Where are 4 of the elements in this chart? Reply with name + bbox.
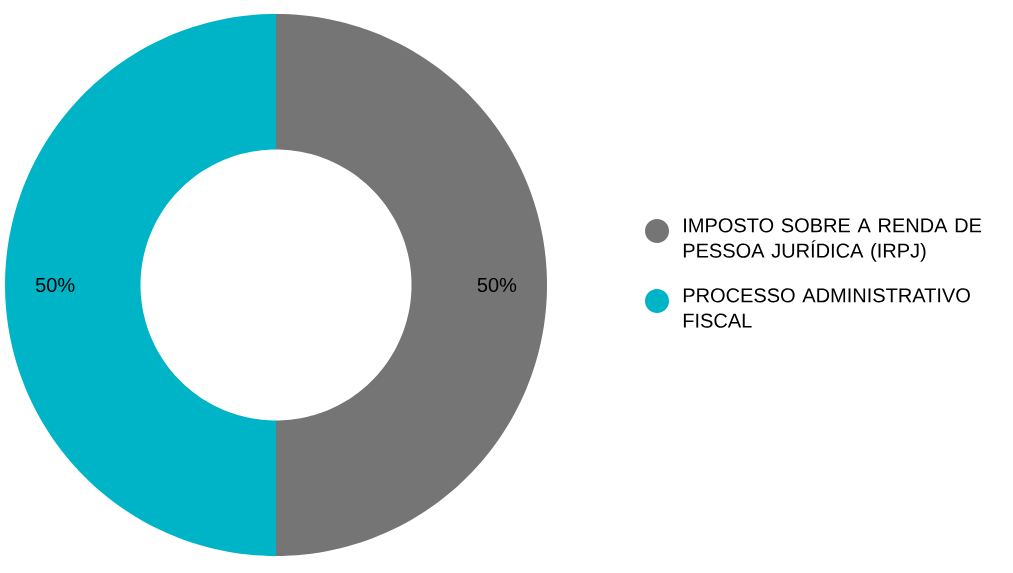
legend-label: IMPOSTO SOBRE A RENDA DE PESSOA JURÍDICA (IRPJ) bbox=[683, 218, 982, 262]
legend-label: PROCESSO ADMINISTRATIVO FISCAL bbox=[683, 288, 970, 328]
data-label: 50% bbox=[35, 277, 75, 293]
data-label: 50% bbox=[477, 277, 517, 293]
